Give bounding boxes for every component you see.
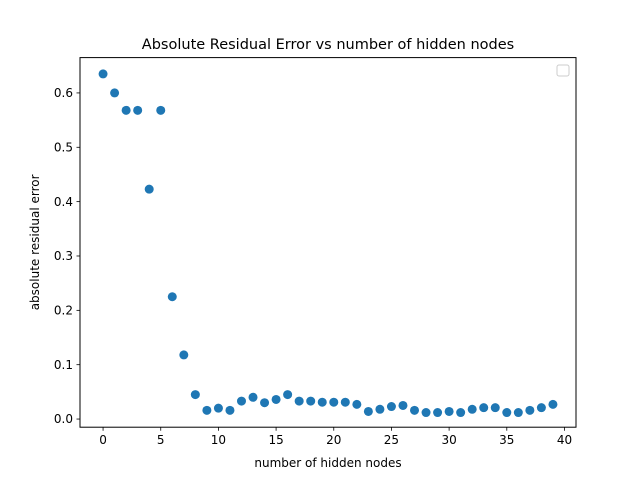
data-point xyxy=(121,105,131,115)
data-point xyxy=(167,292,177,302)
data-point xyxy=(513,408,523,418)
chart-title: Absolute Residual Error vs number of hid… xyxy=(142,37,514,53)
data-point xyxy=(433,408,443,418)
data-point xyxy=(98,69,108,79)
x-tick-label: 40 xyxy=(557,433,572,447)
data-point xyxy=(525,405,535,415)
data-point xyxy=(467,404,477,414)
data-point xyxy=(536,403,546,413)
x-tick-label: 30 xyxy=(441,433,456,447)
plot-frame xyxy=(79,57,577,428)
y-tick-label: 0.6 xyxy=(54,86,73,100)
y-tick-label: 0.4 xyxy=(54,195,73,209)
x-tick-label: 5 xyxy=(157,433,165,447)
data-point xyxy=(317,397,327,407)
legend-box xyxy=(556,64,570,77)
y-tick-label: 0.0 xyxy=(54,412,73,426)
data-point xyxy=(329,397,339,407)
data-point xyxy=(375,404,385,414)
data-point xyxy=(502,408,512,418)
data-point xyxy=(363,406,373,416)
x-axis-label: number of hidden nodes xyxy=(254,456,401,470)
data-point xyxy=(444,406,454,416)
data-point xyxy=(179,350,189,360)
data-point xyxy=(110,88,120,98)
data-point xyxy=(294,396,304,406)
x-tick-label: 0 xyxy=(99,433,107,447)
x-tick-label: 35 xyxy=(499,433,514,447)
y-tick-label: 0.1 xyxy=(54,358,73,372)
data-point xyxy=(283,390,293,400)
data-point xyxy=(479,403,489,413)
data-point xyxy=(202,405,212,415)
x-tick-label: 25 xyxy=(384,433,399,447)
data-point xyxy=(156,105,166,115)
data-point xyxy=(248,392,258,402)
data-point xyxy=(225,405,235,415)
y-tick-label: 0.3 xyxy=(54,249,73,263)
data-point xyxy=(260,398,270,408)
data-point xyxy=(421,408,431,418)
y-tick-label: 0.2 xyxy=(54,304,73,318)
data-point xyxy=(271,394,281,404)
data-point xyxy=(213,403,223,413)
data-point xyxy=(386,402,396,412)
data-point xyxy=(456,408,466,418)
x-tick-label: 20 xyxy=(326,433,341,447)
data-point xyxy=(190,390,200,400)
data-point xyxy=(144,184,154,194)
data-point xyxy=(306,396,316,406)
data-point xyxy=(133,105,143,115)
data-point xyxy=(352,399,362,409)
data-point xyxy=(490,403,500,413)
x-tick-label: 15 xyxy=(268,433,283,447)
y-axis-label: absolute residual error xyxy=(28,174,42,310)
data-point xyxy=(236,396,246,406)
data-point xyxy=(410,405,420,415)
data-point xyxy=(548,399,558,409)
y-tick-label: 0.5 xyxy=(54,140,73,154)
data-point xyxy=(340,397,350,407)
x-tick-label: 10 xyxy=(211,433,226,447)
data-point xyxy=(398,400,408,410)
